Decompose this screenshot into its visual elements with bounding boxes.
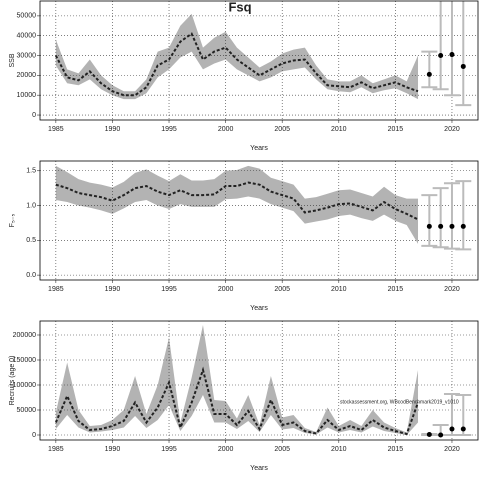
x-tick-label: 2005: [274, 286, 290, 293]
plot-area: [40, 161, 478, 280]
y-tick-label: 0: [32, 432, 36, 439]
x-axis-label: Years: [250, 305, 268, 312]
x-tick-label: 1995: [161, 446, 177, 453]
annotation: stockassessment.org, WBcodBenchmark2019_…: [340, 399, 459, 405]
forecast-point: [449, 223, 455, 229]
x-tick-label: 2020: [444, 286, 460, 293]
forecast-point: [426, 223, 432, 229]
chart-title: Fsq: [228, 0, 251, 14]
x-tick-label: 1990: [105, 286, 121, 293]
confidence-band: [55, 325, 419, 435]
x-tick-label: 2010: [331, 446, 347, 453]
y-tick-label: 1.5: [26, 168, 36, 175]
x-tick-label: 2010: [331, 126, 347, 133]
plot-border: [39, 160, 479, 281]
x-tick-label: 2010: [331, 286, 347, 293]
forecast-point: [460, 426, 466, 432]
y-tick-label: 200000: [13, 332, 36, 339]
x-tick-label: 2020: [444, 126, 460, 133]
x-tick-label: 2005: [274, 446, 290, 453]
y-tick-label: 50000: [17, 407, 37, 414]
x-axis-label: Years: [250, 465, 268, 472]
forecast-point: [438, 223, 444, 229]
x-tick-label: 1985: [48, 446, 64, 453]
plot-area: stockassessment.org, WBcodBenchmark2019_…: [40, 321, 478, 440]
forecast-point: [438, 432, 444, 438]
y-tick-label: 1.0: [26, 202, 36, 209]
y-axis-label: Recruits (age 0): [9, 356, 16, 406]
plot-area: [40, 1, 478, 120]
y-tick-label: 50000: [17, 13, 37, 20]
y-tick-label: 0.0: [26, 272, 36, 279]
x-tick-label: 1985: [48, 286, 64, 293]
forecast-point: [460, 223, 466, 229]
x-tick-label: 2015: [388, 446, 404, 453]
y-tick-label: 100000: [13, 382, 36, 389]
forecast-point: [449, 426, 455, 432]
plot-border: [39, 320, 479, 441]
x-tick-label: 2005: [274, 126, 290, 133]
x-tick-label: 2000: [218, 126, 234, 133]
y-tick-label: 40000: [17, 33, 37, 40]
y-tick-label: 30000: [17, 52, 37, 59]
median-line: [54, 32, 419, 97]
y-tick-label: 150000: [13, 357, 36, 364]
median-line: [54, 366, 419, 436]
x-tick-label: 2015: [388, 286, 404, 293]
x-axis-label: Years: [250, 145, 268, 152]
y-tick-label: 0.5: [26, 237, 36, 244]
forecast-point: [426, 71, 432, 77]
forecast-point: [426, 432, 432, 437]
forecast-point: [449, 52, 455, 58]
x-tick-label: 2015: [388, 126, 404, 133]
y-tick-label: 0: [32, 112, 36, 119]
x-tick-label: 2000: [218, 446, 234, 453]
x-tick-label: 2000: [218, 286, 234, 293]
x-tick-label: 1995: [161, 286, 177, 293]
y-axis-label: F₅₋₅: [9, 214, 16, 228]
y-axis-label: SSB: [9, 53, 16, 67]
forecast-point: [438, 53, 444, 59]
x-tick-label: 1985: [48, 126, 64, 133]
x-tick-label: 1990: [105, 126, 121, 133]
y-tick-label: 10000: [17, 92, 37, 99]
x-tick-label: 2020: [444, 446, 460, 453]
confidence-band: [55, 13, 419, 100]
median-line: [55, 181, 419, 221]
confidence-band: [55, 165, 419, 244]
x-tick-label: 1995: [161, 126, 177, 133]
forecast-point: [460, 63, 466, 69]
y-tick-label: 20000: [17, 72, 37, 79]
plot-border: [39, 0, 479, 121]
x-tick-label: 1990: [105, 446, 121, 453]
